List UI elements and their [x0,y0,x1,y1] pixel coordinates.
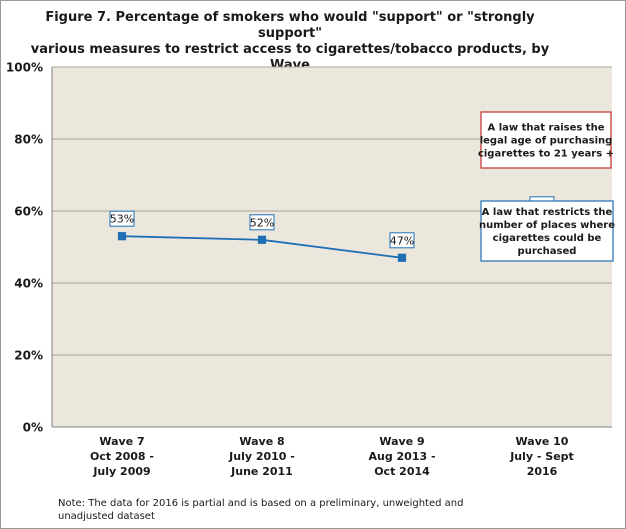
footnote-line-1: Note: The data for 2016 is partial and i… [58,498,464,509]
y-tick-label: 40% [14,277,43,291]
footnote: Note: The data for 2016 is partial and i… [58,497,498,523]
legend-label: legal age of purchasing [480,136,613,147]
y-tick-label: 20% [14,349,43,363]
legend-label: purchased [518,246,577,257]
data-label-box [109,210,135,227]
chart-title-line-1: Figure 7. Percentage of smokers who woul… [45,10,535,41]
data-label-box [389,232,415,249]
y-tick-label: 80% [14,133,43,147]
x-tick-label: Wave 7 Oct 2008 -July 2009 [90,435,154,478]
x-tick-label: Wave 10 July - Sept 2016 [509,435,574,478]
legend-label: A law that raises the [488,123,605,134]
legend-label: number of places where [479,220,615,231]
data-label: 47% [390,234,414,247]
data-label-box [249,214,275,231]
chart-title: Figure 7. Percentage of smokers who woul… [20,10,560,74]
data-label: 53% [110,213,134,226]
data-point [397,253,407,262]
x-tick-label: Wave 8 July 2010 -June 2011 [228,435,295,478]
y-tick-label: 0% [23,421,43,435]
legend-label: cigarettes could be [493,233,602,244]
data-point [257,235,267,244]
x-tick-label: Wave 9 Aug 2013 -Oct 2014 [368,435,435,478]
legend-label: A law that restricts the [482,207,613,218]
data-point [117,232,127,241]
legend-box [480,200,614,262]
y-tick-label: 60% [14,205,43,219]
footnote-line-2: unadjusted dataset [58,511,155,522]
legend-box [480,111,612,169]
y-tick-label: 100% [6,61,43,75]
legend-label: cigarettes to 21 years + [478,149,614,160]
data-label: 52% [250,216,274,229]
